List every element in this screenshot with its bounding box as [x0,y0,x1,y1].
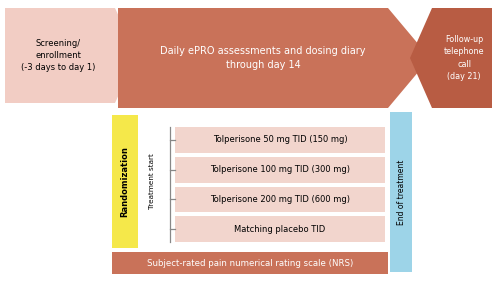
Bar [175,187,385,212]
Text: Follow-up
telephone
call
(day 21): Follow-up telephone call (day 21) [444,35,484,81]
Polygon shape [5,8,137,103]
Text: Tolperisone 100 mg TID (300 mg): Tolperisone 100 mg TID (300 mg) [210,165,350,174]
Text: Randomization: Randomization [120,146,130,217]
Polygon shape [118,8,430,108]
Bar [112,252,388,274]
Polygon shape [410,8,492,108]
Text: End of treatment: End of treatment [396,159,406,225]
Bar [175,216,385,242]
Text: Tolperisone 200 mg TID (600 mg): Tolperisone 200 mg TID (600 mg) [210,195,350,204]
Bar [175,127,385,153]
Text: Daily ePRO assessments and dosing diary
through day 14: Daily ePRO assessments and dosing diary … [160,46,366,70]
Text: Tolperisone 50 mg TID (150 mg): Tolperisone 50 mg TID (150 mg) [212,135,348,144]
Text: Screening/
enrollment
(-3 days to day 1): Screening/ enrollment (-3 days to day 1) [21,39,95,72]
Bar [112,115,138,248]
Text: Treatment start: Treatment start [149,154,155,209]
Bar [390,112,412,272]
Text: Matching placebo TID: Matching placebo TID [234,225,326,234]
Text: Subject-rated pain numerical rating scale (NRS): Subject-rated pain numerical rating scal… [147,258,353,268]
Bar [175,157,385,183]
